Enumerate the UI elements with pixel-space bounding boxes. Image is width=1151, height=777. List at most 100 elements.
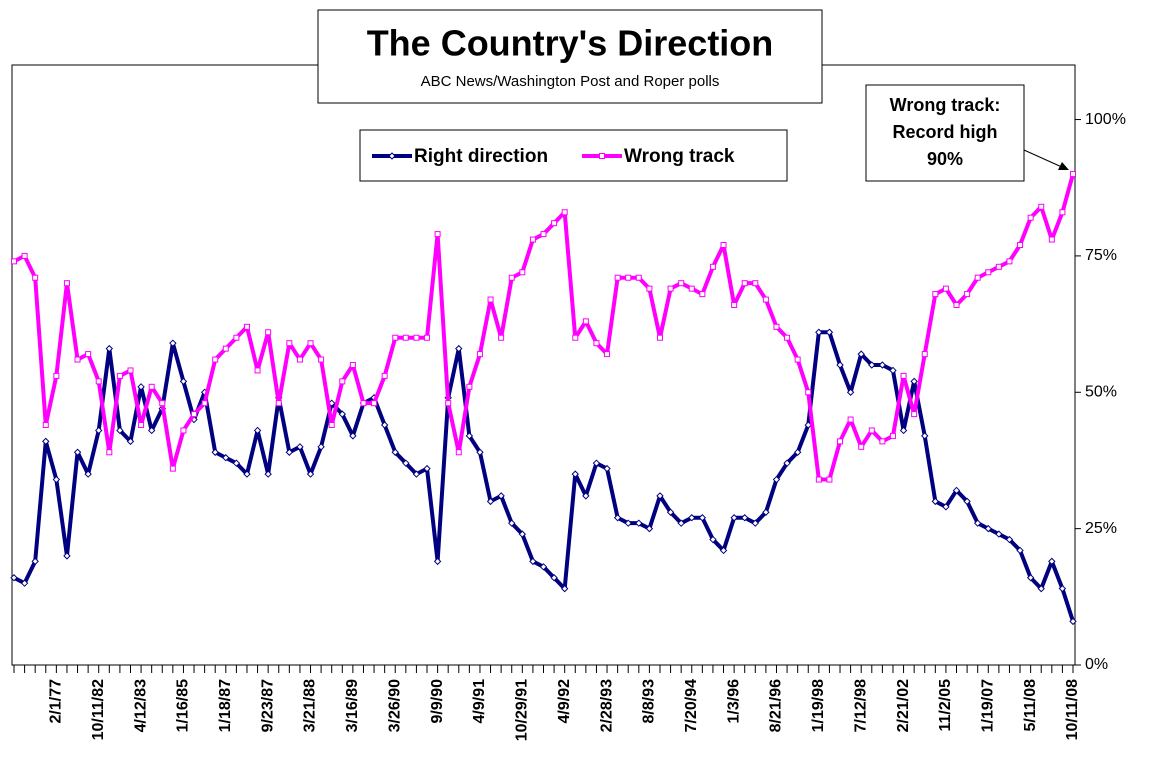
marker	[762, 296, 769, 303]
x-tick-label: 1/19/07	[979, 679, 996, 732]
annotation: 90%	[927, 149, 963, 169]
marker	[784, 334, 791, 341]
marker	[942, 503, 950, 511]
x-tick-label: 1/19/98	[810, 679, 827, 732]
marker	[286, 340, 293, 347]
marker	[899, 426, 908, 435]
marker	[751, 519, 760, 527]
marker	[921, 432, 929, 440]
marker	[391, 448, 399, 456]
marker	[964, 291, 971, 298]
marker	[932, 291, 939, 298]
marker	[995, 530, 1003, 538]
marker	[582, 492, 590, 500]
y-tick-label: 0%	[1085, 656, 1108, 673]
marker	[243, 323, 250, 330]
marker	[212, 356, 219, 363]
marker	[551, 220, 558, 227]
marker	[815, 328, 823, 336]
marker	[709, 263, 716, 270]
marker	[614, 274, 621, 281]
x-tick-label: 3/21/88	[302, 679, 319, 732]
marker	[942, 285, 949, 292]
marker	[868, 427, 875, 434]
marker	[773, 323, 780, 330]
marker	[1070, 171, 1076, 178]
marker	[624, 519, 632, 527]
marker	[910, 377, 918, 386]
marker	[1058, 584, 1067, 593]
marker	[698, 514, 707, 522]
marker	[815, 476, 822, 483]
marker	[604, 351, 611, 358]
marker	[879, 438, 886, 445]
marker	[21, 252, 28, 259]
marker	[1016, 546, 1024, 555]
marker	[137, 383, 145, 391]
marker	[805, 389, 812, 396]
marker	[317, 443, 325, 451]
marker	[646, 285, 653, 292]
marker	[847, 416, 854, 423]
marker	[371, 400, 378, 407]
y-tick-label: 50%	[1085, 383, 1117, 400]
x-tick-label: 2/28/93	[598, 679, 615, 732]
marker	[73, 448, 82, 456]
marker	[752, 280, 759, 287]
annotation: Record high	[892, 122, 997, 142]
legend	[359, 129, 788, 182]
marker	[550, 574, 558, 582]
marker	[455, 449, 462, 456]
marker	[265, 329, 272, 336]
marker	[953, 302, 960, 308]
marker	[413, 334, 420, 341]
marker	[42, 437, 50, 446]
x-tick-label: 7/20/94	[683, 679, 700, 732]
annotation-arrow	[1023, 149, 1065, 169]
x-tick-label: 5/11/08	[1022, 679, 1039, 732]
annotation: Wrong track:	[890, 95, 1001, 115]
marker	[572, 334, 579, 341]
legend-marker	[388, 152, 396, 160]
marker	[825, 328, 834, 336]
marker	[424, 334, 431, 341]
marker	[191, 411, 198, 418]
x-tick-label: 8/8/93	[641, 679, 658, 724]
marker	[560, 584, 569, 593]
marker	[328, 422, 335, 428]
x-tick-label: 2/1/77	[48, 679, 65, 724]
marker	[402, 459, 410, 467]
marker	[540, 231, 547, 238]
marker	[126, 437, 135, 446]
y-tick-label: 75%	[1085, 247, 1117, 264]
marker	[793, 448, 802, 456]
chart-subtitle: ABC News/Washington Post and Roper polls	[421, 73, 720, 90]
marker	[666, 508, 675, 516]
marker	[497, 492, 505, 500]
marker	[1048, 557, 1056, 566]
marker	[285, 448, 294, 456]
marker	[179, 377, 188, 386]
x-tick-label: 7/12/98	[852, 679, 869, 732]
marker	[211, 448, 219, 456]
marker	[169, 465, 176, 472]
marker	[519, 269, 526, 276]
marker	[911, 411, 918, 418]
marker	[762, 508, 770, 516]
marker	[858, 443, 865, 450]
y-tick-label: 25%	[1085, 520, 1117, 537]
marker	[1048, 236, 1055, 243]
marker	[338, 410, 346, 418]
marker	[360, 400, 367, 407]
y-tick-label: 100%	[1085, 111, 1126, 128]
marker	[561, 209, 568, 216]
marker	[719, 546, 728, 555]
x-tick-label: 3/26/90	[386, 679, 403, 732]
marker	[921, 351, 928, 358]
marker	[10, 574, 18, 582]
marker	[275, 400, 282, 407]
marker	[1038, 203, 1045, 210]
marker	[974, 274, 981, 281]
legend-label: Wrong track	[624, 146, 735, 167]
